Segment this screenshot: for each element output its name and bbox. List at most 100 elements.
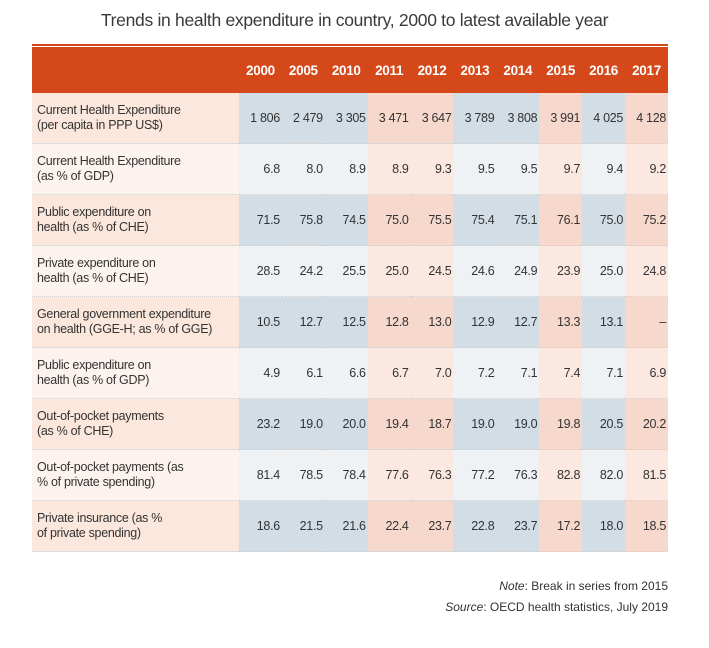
row-label: Public expenditure on health (as % of GDP…: [32, 347, 240, 399]
row-label-line2: (as % of GDP): [37, 169, 114, 183]
note-line: Note: Break in series from 2015: [445, 576, 668, 597]
value-cell: 18.7: [410, 398, 454, 450]
value-cell: 4 025: [582, 93, 626, 144]
row-label: Private insurance (as % of private spendi…: [32, 500, 240, 552]
value-cell: 81.4: [239, 449, 282, 501]
value-cell: 75.8: [281, 194, 325, 246]
value-cell: 12.9: [453, 296, 497, 348]
year-header: 2016: [582, 47, 626, 93]
value-cell: 74.5: [324, 194, 368, 246]
value-cell: 17.2: [539, 500, 583, 552]
value-cell: 23.7: [496, 500, 540, 552]
table-row: Out-of-pocket payments (as % of CHE) 23.2 1…: [32, 398, 668, 450]
title-divider: [32, 44, 668, 46]
value-cell: 21.6: [324, 500, 368, 552]
value-cell: 3 305: [324, 93, 368, 144]
row-label: Out-of-pocket payments (as% of private s…: [32, 449, 240, 501]
year-header: 2015: [539, 47, 583, 93]
value-cell: 19.4: [367, 398, 411, 450]
value-cell: 7.2: [453, 347, 497, 399]
value-cell: 20.0: [324, 398, 368, 450]
value-cell: 82.0: [582, 449, 626, 501]
value-cell: 23.9: [539, 245, 583, 297]
value-cell: 75.0: [582, 194, 626, 246]
notes: Note: Break in series from 2015 Source: …: [445, 576, 668, 618]
value-cell: 12.8: [367, 296, 411, 348]
row-label-line1: Private insurance (as %: [37, 511, 163, 525]
year-header: 2011: [367, 47, 411, 93]
header-row: 2000 2005 2010 2011 2012 2013 2014 2015 2016 2017: [32, 47, 668, 93]
row-label-line1: Out-of-pocket payments: [37, 409, 164, 423]
row-label-line2: on health (GGE-H; as % of GGE): [37, 322, 213, 336]
value-cell: 24.5: [410, 245, 454, 297]
value-cell: 3 647: [410, 93, 454, 144]
value-cell: 19.8: [539, 398, 583, 450]
table-row: Public expenditure on health (as % of GDP…: [32, 347, 668, 399]
value-cell: –: [625, 296, 668, 348]
value-cell: 6.8: [239, 143, 282, 195]
year-header: 2000: [239, 47, 282, 93]
value-cell: 75.5: [410, 194, 454, 246]
value-cell: 82.8: [539, 449, 583, 501]
value-cell: 13.0: [410, 296, 454, 348]
value-cell: 6.6: [324, 347, 368, 399]
value-cell: 75.1: [496, 194, 540, 246]
value-cell: 7.1: [582, 347, 626, 399]
row-label-line1: Current Health Expenditure: [37, 154, 181, 168]
value-cell: 3 789: [453, 93, 497, 144]
value-cell: 9.5: [496, 143, 540, 195]
table-row: Current Health Expenditure (as % of GDP) 6…: [32, 143, 668, 195]
value-cell: 77.2: [453, 449, 497, 501]
row-label-line1: Current Health Expenditure: [37, 103, 181, 117]
note-label: Note: [499, 579, 525, 593]
value-cell: 22.4: [367, 500, 411, 552]
row-label-line2: (per capita in PPP US$): [37, 118, 163, 132]
page-title: Trends in health expenditure in country,…: [100, 10, 609, 30]
row-label: Current Health Expenditure (per capita in…: [32, 93, 240, 144]
value-cell: 2 479: [281, 93, 325, 144]
value-cell: 8.9: [367, 143, 411, 195]
year-header: 2012: [410, 47, 454, 93]
value-cell: 8.9: [324, 143, 368, 195]
year-header: 2013: [453, 47, 497, 93]
value-cell: 24.9: [496, 245, 540, 297]
source-text: : OECD health statistics, July 2019: [483, 600, 668, 614]
value-cell: 9.4: [582, 143, 626, 195]
table-row: Out-of-pocket payments (as% of private s…: [32, 449, 668, 501]
value-cell: 12.7: [281, 296, 325, 348]
value-cell: 20.5: [582, 398, 626, 450]
value-cell: 6.9: [625, 347, 668, 399]
value-cell: 25.0: [367, 245, 411, 297]
table-row: Private insurance (as % of private spendi…: [32, 500, 668, 552]
value-cell: 76.3: [410, 449, 454, 501]
row-label-line1: Public expenditure on: [37, 205, 151, 219]
value-cell: 7.0: [410, 347, 454, 399]
value-cell: 81.5: [625, 449, 668, 501]
year-header: 2014: [496, 47, 540, 93]
value-cell: 18.6: [239, 500, 282, 552]
row-label-line2: of private spending): [37, 526, 141, 540]
value-cell: 9.7: [539, 143, 583, 195]
table-row: Current Health Expenditure (per capita in…: [32, 93, 668, 144]
value-cell: 12.7: [496, 296, 540, 348]
value-cell: 3 471: [367, 93, 411, 144]
value-cell: 3 808: [496, 93, 540, 144]
health-expenditure-table: 2000 2005 2010 2011 2012 2013 2014 2015 2016 2017…: [32, 47, 668, 552]
value-cell: 9.3: [410, 143, 454, 195]
row-label-line2: health (as % of GDP): [37, 373, 150, 387]
row-label-line2: health (as % of CHE): [37, 271, 149, 285]
row-label-line2: (as % of CHE): [37, 424, 113, 438]
note-text: : Break in series from 2015: [524, 579, 668, 593]
row-label-line1: Out-of-pocket payments (as: [37, 460, 184, 474]
value-cell: 1 806: [239, 93, 282, 144]
value-cell: 13.1: [582, 296, 626, 348]
header-corner: [32, 47, 240, 93]
year-header: 2005: [281, 47, 325, 93]
value-cell: 3 991: [539, 93, 583, 144]
value-cell: 12.5: [324, 296, 368, 348]
value-cell: 71.5: [239, 194, 282, 246]
value-cell: 9.5: [453, 143, 497, 195]
value-cell: 24.8: [625, 245, 668, 297]
value-cell: 75.2: [625, 194, 668, 246]
table-row: Public expenditure on health (as % of CHE…: [32, 194, 668, 246]
